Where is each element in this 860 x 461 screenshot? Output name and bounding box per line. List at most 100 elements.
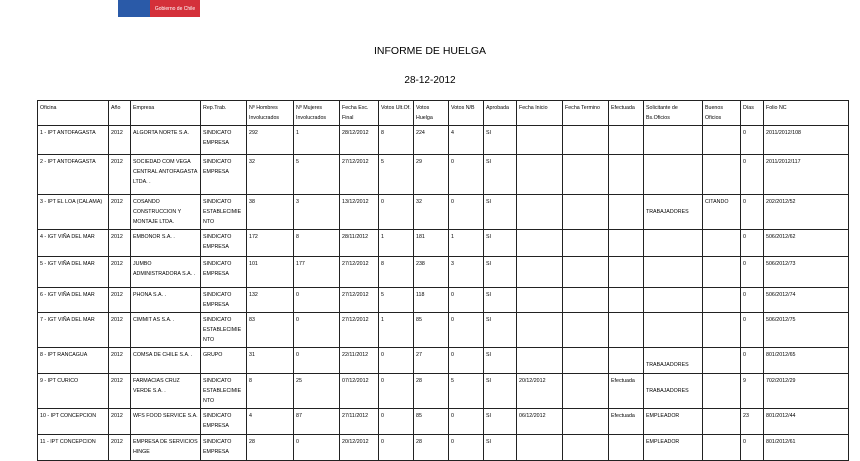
- table-cell: [608, 312, 644, 348]
- table-cell: 0: [448, 347, 484, 374]
- table-cell: 25: [293, 373, 340, 409]
- column-header: Votos Huelga: [413, 100, 449, 126]
- table-cell: 11 - IPT CONCEPCION: [37, 434, 109, 461]
- table-cell: Efectuada: [608, 373, 644, 409]
- table-cell: CIMMIT AS S.A. .: [130, 312, 201, 348]
- table-cell: [562, 125, 609, 155]
- table-cell: 2012: [108, 125, 131, 155]
- table-cell: 85: [413, 312, 449, 348]
- table-cell: SI: [483, 256, 517, 288]
- table-cell: 0: [378, 373, 414, 409]
- table-cell: EMPLEADOR: [643, 434, 703, 461]
- table-cell: 2012: [108, 154, 131, 195]
- table-cell: 5: [448, 373, 484, 409]
- table-cell: 5: [293, 154, 340, 195]
- column-header: Año: [108, 100, 131, 126]
- table-cell: 8: [378, 256, 414, 288]
- table-cell: 13/12/2012: [339, 194, 379, 230]
- table-cell: [608, 194, 644, 230]
- table-cell: 27/12/2012: [339, 287, 379, 313]
- table-cell: FARMACIAS CRUZ VERDE S.A. .: [130, 373, 201, 409]
- table-cell: 0: [740, 434, 764, 461]
- table-cell: [702, 125, 741, 155]
- table-cell: 2011/2012/117: [763, 154, 849, 195]
- table-cell: [643, 229, 703, 257]
- table-cell: SINDICATO ESTABLECIMIENTO: [200, 194, 247, 230]
- table-cell: [608, 229, 644, 257]
- table-cell: 1: [293, 125, 340, 155]
- table-cell: [562, 434, 609, 461]
- table-cell: SINDICATO EMPRESA: [200, 256, 247, 288]
- table-cell: 2011/2012/108: [763, 125, 849, 155]
- table-cell: [702, 287, 741, 313]
- table-cell: 06/12/2012: [516, 408, 563, 435]
- table-cell: 8: [293, 229, 340, 257]
- table-cell: 0: [448, 154, 484, 195]
- table-cell: [516, 287, 563, 313]
- table-cell: [702, 312, 741, 348]
- table-cell: 38: [246, 194, 294, 230]
- table-cell: 5: [378, 154, 414, 195]
- report-date: 28-12-2012: [404, 75, 456, 86]
- table-cell: 2012: [108, 408, 131, 435]
- column-header: Rep.Trab.: [200, 100, 247, 126]
- table-cell: [516, 434, 563, 461]
- table-cell: 20/12/2012: [339, 434, 379, 461]
- table-cell: Efectuada: [608, 408, 644, 435]
- table-cell: 238: [413, 256, 449, 288]
- column-header: Fecha Inicio: [516, 100, 563, 126]
- column-header: Votos Ult.Of.: [378, 100, 414, 126]
- table-cell: 28/12/2012: [339, 125, 379, 155]
- table-cell: 1: [378, 229, 414, 257]
- table-cell: SI: [483, 373, 517, 409]
- table-row: 4 - IGT VIÑA DEL MAR 2012 EMBONOR S.A. . SI…: [37, 229, 849, 257]
- table-cell: 2012: [108, 287, 131, 313]
- table-cell: [516, 347, 563, 374]
- table-cell: [562, 408, 609, 435]
- table-cell: [608, 154, 644, 195]
- table-cell: 31: [246, 347, 294, 374]
- table-cell: [516, 256, 563, 288]
- table-cell: 172: [246, 229, 294, 257]
- table-cell: [702, 154, 741, 195]
- table-cell: SINDICATO ESTABLECIMIENTO: [200, 312, 247, 348]
- table-cell: SI: [483, 154, 517, 195]
- table-cell: 9 - IPT CURICO: [37, 373, 109, 409]
- table-cell: SI: [483, 194, 517, 230]
- table-cell: 801/2012/61: [763, 434, 849, 461]
- table-cell: 8: [378, 125, 414, 155]
- table-cell: 2012: [108, 229, 131, 257]
- table-cell: 1: [378, 312, 414, 348]
- table-cell: EMPRESA DE SERVICIOS HINGE: [130, 434, 201, 461]
- table-cell: 27/11/2012: [339, 408, 379, 435]
- column-header: Días: [740, 100, 764, 126]
- table-cell: 0: [448, 408, 484, 435]
- table-cell: 4: [246, 408, 294, 435]
- table-cell: SI: [483, 125, 517, 155]
- table-cell: SI: [483, 287, 517, 313]
- table-cell: 20/12/2012: [516, 373, 563, 409]
- logo-blue-block: [118, 0, 150, 17]
- table-cell: COSANDO CONSTRUCCION Y MONTAJE LTDA.: [130, 194, 201, 230]
- gobierno-de-chile-logo: Gobierno de Chile: [118, 0, 200, 17]
- table-cell: JUMBO ADMINISTRADORA S.A. .: [130, 256, 201, 288]
- table-cell: 0: [740, 347, 764, 374]
- column-header: Nº Mujeres Involucrados: [293, 100, 340, 126]
- table-cell: 27/12/2012: [339, 154, 379, 195]
- table-cell: 506/2012/62: [763, 229, 849, 257]
- table-cell: 0: [293, 287, 340, 313]
- table-cell: 0: [378, 194, 414, 230]
- column-header: Fecha Termino: [562, 100, 609, 126]
- table-cell: 10 - IPT CONCEPCION: [37, 408, 109, 435]
- table-cell: [702, 408, 741, 435]
- table-cell: 1 - IPT ANTOFAGASTA: [37, 125, 109, 155]
- table-cell: 0: [378, 347, 414, 374]
- column-header: Buenos Oficios: [702, 100, 741, 126]
- table-cell: [562, 287, 609, 313]
- table-cell: 7 - IGT VIÑA DEL MAR: [37, 312, 109, 348]
- table-cell: 23: [740, 408, 764, 435]
- table-cell: 2012: [108, 256, 131, 288]
- table-cell: SINDICATO EMPRESA: [200, 287, 247, 313]
- table-row: 3 - IPT EL LOA (CALAMA) 2012 COSANDO CONST…: [37, 194, 849, 230]
- table-cell: SINDICATO EMPRESA: [200, 154, 247, 195]
